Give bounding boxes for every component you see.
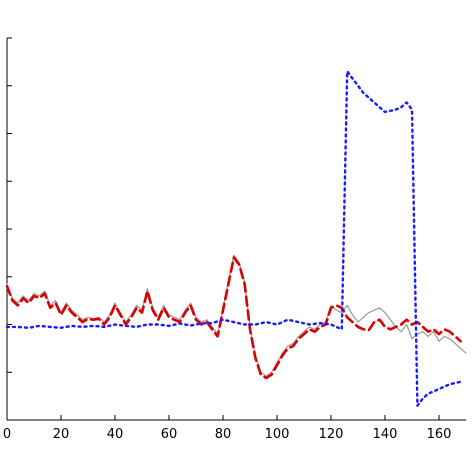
x-tick-label: 100 — [265, 427, 290, 442]
axes: 0 20 40 60 80 100 120 140 160 — [3, 37, 466, 442]
series-line-3 — [5, 70, 462, 407]
x-tick-label: 120 — [319, 427, 344, 442]
x-tick-label: 20 — [53, 427, 70, 442]
x-tick-label: 60 — [161, 427, 178, 442]
series-layer — [5, 70, 467, 407]
x-tick-label: 140 — [373, 427, 398, 442]
series-line-1 — [6, 254, 467, 377]
x-tick-label: 80 — [215, 427, 232, 442]
series-line-2 — [5, 256, 462, 380]
x-tick-label: 0 — [3, 427, 11, 442]
x-tick-label: 40 — [107, 427, 124, 442]
x-tick-label: 160 — [427, 427, 452, 442]
